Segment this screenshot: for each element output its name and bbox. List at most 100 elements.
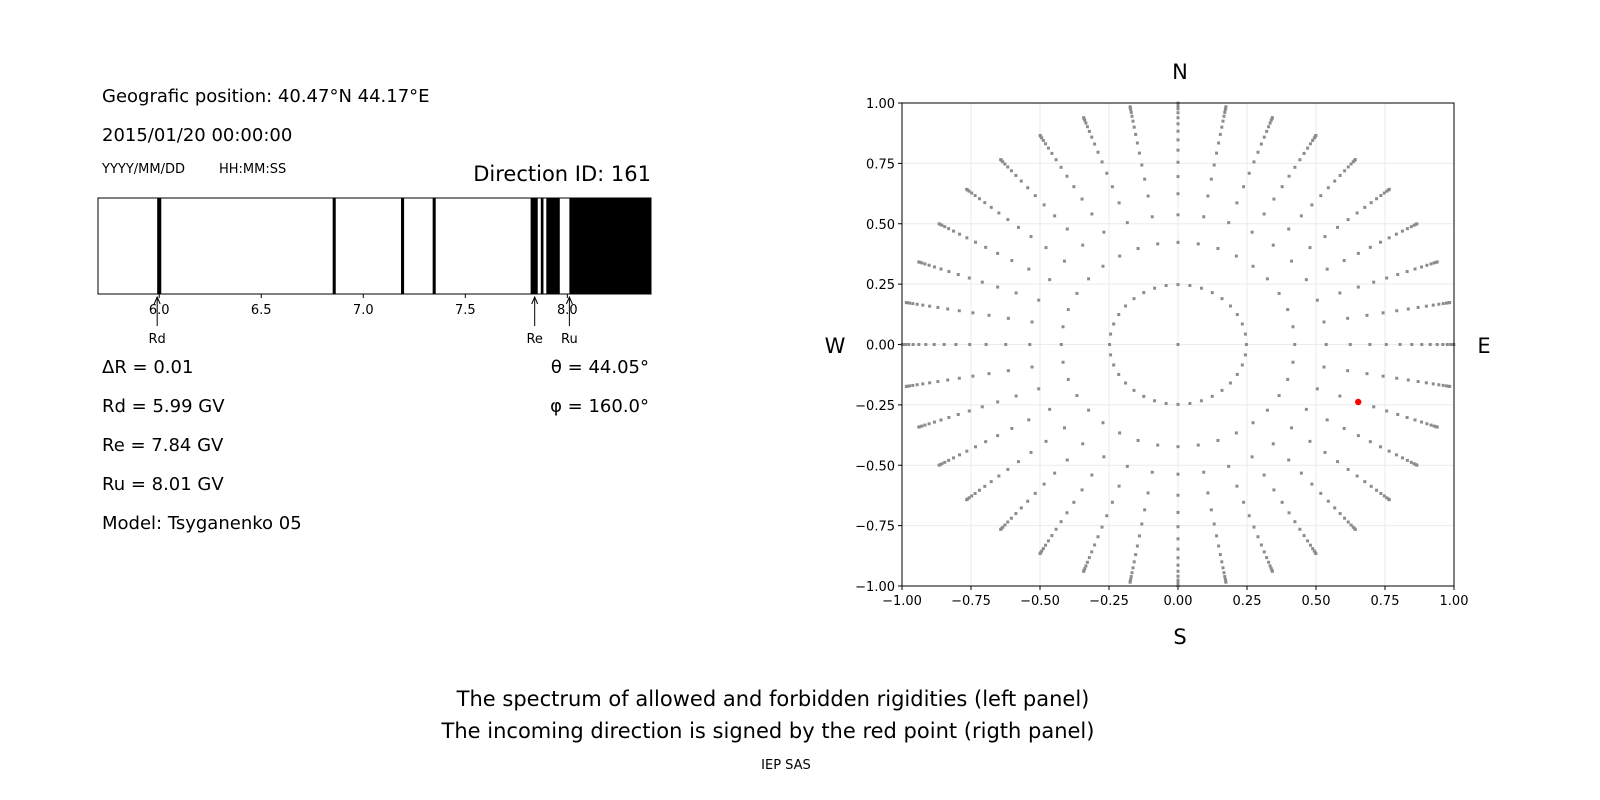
direction-point: [987, 372, 991, 376]
direction-point: [1102, 455, 1106, 459]
forbidden-band: [157, 198, 162, 294]
direction-point: [1218, 132, 1222, 136]
forbidden-band: [546, 198, 560, 294]
direction-point: [1010, 259, 1014, 263]
direction-point: [1287, 227, 1291, 231]
direction-point: [1271, 243, 1275, 247]
x-tick-label: 7.0: [353, 303, 374, 318]
direction-point: [1112, 363, 1116, 367]
compass-west: W: [825, 334, 846, 358]
direction-point: [1369, 201, 1373, 205]
x-tick-label: 8.0: [557, 303, 578, 318]
direction-point: [1311, 138, 1315, 142]
direction-point: [946, 378, 950, 382]
direction-point: [1308, 439, 1312, 443]
direction-point: [1084, 564, 1088, 568]
direction-point: [1131, 566, 1135, 570]
direction-point: [1252, 160, 1256, 164]
direction-point: [1435, 343, 1439, 346]
direction-point: [1420, 265, 1424, 269]
direction-point: [1110, 185, 1114, 189]
direction-point: [917, 343, 921, 346]
direction-point: [1346, 316, 1350, 320]
direction-point: [957, 309, 961, 313]
direction-point: [1220, 125, 1224, 129]
direction-point: [1365, 313, 1369, 317]
direction-point: [1054, 158, 1058, 162]
direction-point: [1176, 574, 1180, 578]
direction-point: [1046, 146, 1050, 150]
direction-point: [1140, 522, 1144, 526]
direction-point: [1398, 343, 1402, 346]
direction-point: [1009, 169, 1013, 173]
direction-point: [1090, 473, 1094, 477]
direction-point: [1006, 218, 1010, 222]
direction-point: [1037, 387, 1041, 391]
direction-point: [1134, 553, 1138, 557]
direction-point: [1176, 148, 1180, 152]
direction-point: [984, 440, 988, 444]
direction-point: [1435, 425, 1439, 429]
direction-point: [1065, 458, 1069, 462]
direction-point: [1053, 471, 1057, 475]
y-tick-label: −1.00: [855, 580, 895, 595]
direction-point: [965, 498, 969, 502]
direction-point: [1243, 332, 1247, 336]
direction-point: [1202, 215, 1206, 219]
direction-point: [1244, 343, 1248, 346]
direction-point: [1090, 550, 1094, 554]
direction-point: [1019, 179, 1023, 183]
direction-point: [1054, 527, 1058, 531]
direction-point: [1222, 114, 1226, 118]
marker-label-re: Re: [526, 332, 542, 347]
direction-point: [1342, 426, 1346, 430]
direction-point: [1176, 111, 1180, 115]
spectrum-background: [98, 198, 651, 294]
direction-point: [1240, 363, 1244, 367]
direction-point: [1112, 322, 1116, 326]
direction-point: [973, 240, 977, 244]
direction-point: [1217, 544, 1221, 548]
arrowhead-icon: [565, 295, 573, 305]
direction-point: [1206, 194, 1210, 198]
direction-point: [1287, 511, 1291, 515]
direction-point: [1129, 110, 1133, 114]
direction-point: [1066, 377, 1070, 381]
direction-point: [1242, 500, 1246, 504]
direction-point: [1210, 291, 1214, 295]
direction-point: [1272, 197, 1276, 201]
direction-point: [1137, 151, 1141, 155]
direction-point: [1387, 498, 1391, 502]
direction-point: [1363, 480, 1367, 484]
direction-point: [1125, 464, 1129, 468]
direction-point: [1150, 470, 1154, 474]
direction-point: [954, 343, 958, 346]
direction-point: [999, 158, 1003, 162]
direction-point: [1428, 343, 1432, 346]
direction-point: [1368, 245, 1372, 249]
direction-point: [1075, 394, 1079, 398]
geographic-position: Geografic position: 40.47°N 44.17°E: [102, 86, 430, 107]
y-tick-label: 0.50: [866, 218, 895, 233]
direction-point: [957, 376, 961, 380]
direction-point: [1235, 313, 1239, 317]
direction-point: [1409, 225, 1413, 229]
direction-point: [1409, 460, 1413, 464]
direction-point: [1395, 309, 1399, 313]
direction-point: [1382, 191, 1386, 195]
direction-point: [1040, 136, 1044, 140]
direction-point: [1132, 388, 1136, 392]
direction-point: [1416, 305, 1420, 309]
direction-point: [1176, 525, 1180, 529]
direction-point: [1223, 575, 1227, 579]
direction-point: [1033, 194, 1037, 198]
direction-point: [924, 343, 928, 346]
incoming-direction-point: [1355, 398, 1362, 406]
direction-point: [939, 267, 943, 271]
direction-point: [1125, 221, 1129, 225]
direction-point: [977, 488, 981, 492]
y-tick-label: −0.75: [855, 520, 895, 535]
direction-point: [1027, 267, 1031, 271]
direction-point: [1287, 458, 1291, 462]
direction-point: [1038, 133, 1042, 137]
